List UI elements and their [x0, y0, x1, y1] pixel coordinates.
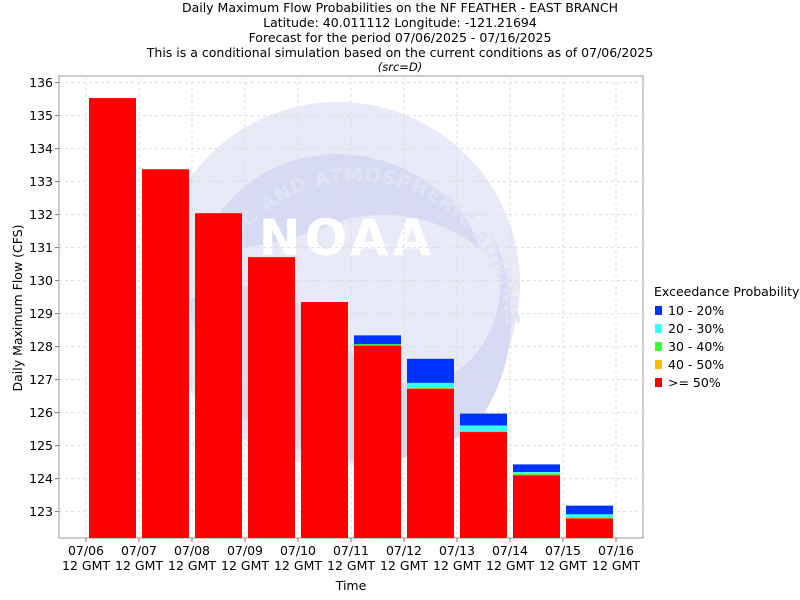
x-tick-label-date: 07/13	[439, 543, 475, 558]
legend-swatch	[655, 377, 662, 387]
legend-label: 40 - 50%	[668, 356, 725, 372]
chart-header: Daily Maximum Flow Probabilities on the …	[0, 0, 800, 75]
x-tick-label-date: 07/10	[280, 543, 316, 558]
legend-swatch	[655, 341, 662, 351]
chart-location: Latitude: 40.011112 Longitude: -121.2169…	[263, 15, 537, 30]
noaa-logo-upper	[200, 154, 480, 250]
x-tick-label-time: 12 GMT	[539, 558, 587, 573]
x-tick-label-date: 07/09	[227, 543, 263, 558]
x-tick-label-date: 07/15	[545, 543, 581, 558]
x-tick-label-time: 12 GMT	[327, 558, 375, 573]
legend-swatch	[655, 305, 662, 315]
legend-swatch	[655, 323, 662, 333]
y-axis: 123 124 125 126 127 128 129 130 131 132 133 134 135 1…	[29, 75, 59, 519]
chart-period: Forecast for the period 07/06/2025 - 07/…	[248, 30, 552, 45]
legend-item: 20 - 30%	[654, 319, 799, 337]
bar-series	[89, 98, 613, 539]
y-tick-label: 130	[29, 273, 53, 288]
y-tick-label: 127	[29, 372, 53, 387]
x-tick-label-time: 12 GMT	[221, 558, 269, 573]
x-tick-label-date: 07/14	[492, 543, 528, 558]
bar-segment-50-plus	[89, 98, 136, 539]
legend-item: 10 - 20%	[654, 301, 799, 319]
bar-segment-50-plus	[354, 345, 401, 538]
y-tick-label: 134	[29, 141, 53, 156]
chart-source: (src=D)	[377, 60, 423, 74]
y-tick-label: 124	[29, 471, 53, 486]
x-tick-label-date: 07/16	[598, 543, 634, 558]
legend-items: 10 - 20% 20 - 30% 30 - 40% 40 - 50% >= 50%	[654, 301, 799, 391]
y-axis-label: Daily Maximum Flow (CFS)	[10, 224, 25, 391]
y-tick-label: 132	[29, 207, 53, 222]
legend-item: 30 - 40%	[654, 337, 799, 355]
bar-segment-50-plus	[142, 169, 189, 538]
x-tick-label-time: 12 GMT	[433, 558, 481, 573]
legend-label: >= 50%	[668, 374, 721, 390]
y-tick-label: 125	[29, 438, 53, 453]
legend-swatch	[655, 359, 662, 369]
legend-label: 10 - 20%	[668, 302, 725, 318]
legend-item: >= 50%	[654, 373, 799, 391]
x-tick-label-date: 07/12	[386, 543, 422, 558]
y-tick-label: 136	[29, 75, 53, 90]
y-tick-label: 123	[29, 504, 53, 519]
bar-segment-50-plus	[566, 518, 613, 538]
x-tick-label-date: 07/06	[68, 543, 104, 558]
legend: Exceedance Probability 10 - 20% 20 - 30% 3…	[654, 284, 799, 391]
bar-segment-50-plus	[301, 302, 348, 538]
legend-item: 40 - 50%	[654, 355, 799, 373]
x-tick-label-time: 12 GMT	[486, 558, 534, 573]
legend-label: 30 - 40%	[668, 338, 725, 354]
y-tick-label: 131	[29, 240, 53, 255]
x-tick-label-time: 12 GMT	[274, 558, 322, 573]
x-tick-label-time: 12 GMT	[115, 558, 163, 573]
bar-segment-50-plus	[195, 213, 242, 538]
bar-segment-50-plus	[513, 475, 560, 538]
y-tick-label: 129	[29, 306, 53, 321]
x-tick-label-time: 12 GMT	[168, 558, 216, 573]
x-tick-label-time: 12 GMT	[62, 558, 110, 573]
y-tick-label: 126	[29, 405, 53, 420]
x-tick-label-time: 12 GMT	[380, 558, 428, 573]
x-axis-label: Time	[335, 578, 367, 593]
chart-title: Daily Maximum Flow Probabilities on the …	[181, 0, 619, 15]
y-tick-label: 128	[29, 339, 53, 354]
y-tick-label: 133	[29, 174, 53, 189]
x-tick-label-date: 07/07	[121, 543, 157, 558]
x-tick-label-date: 07/11	[333, 543, 369, 558]
legend-label: 20 - 30%	[668, 320, 725, 336]
bar-segment-50-plus	[248, 257, 295, 538]
x-tick-label-time: 12 GMT	[592, 558, 640, 573]
bar-segment-50-plus	[460, 432, 507, 538]
x-tick-label-date: 07/08	[174, 543, 210, 558]
bar-segment-50-plus	[407, 388, 454, 538]
chart-note: This is a conditional simulation based o…	[146, 45, 654, 60]
y-tick-label: 135	[29, 108, 53, 123]
legend-title: Exceedance Probability	[654, 284, 800, 299]
